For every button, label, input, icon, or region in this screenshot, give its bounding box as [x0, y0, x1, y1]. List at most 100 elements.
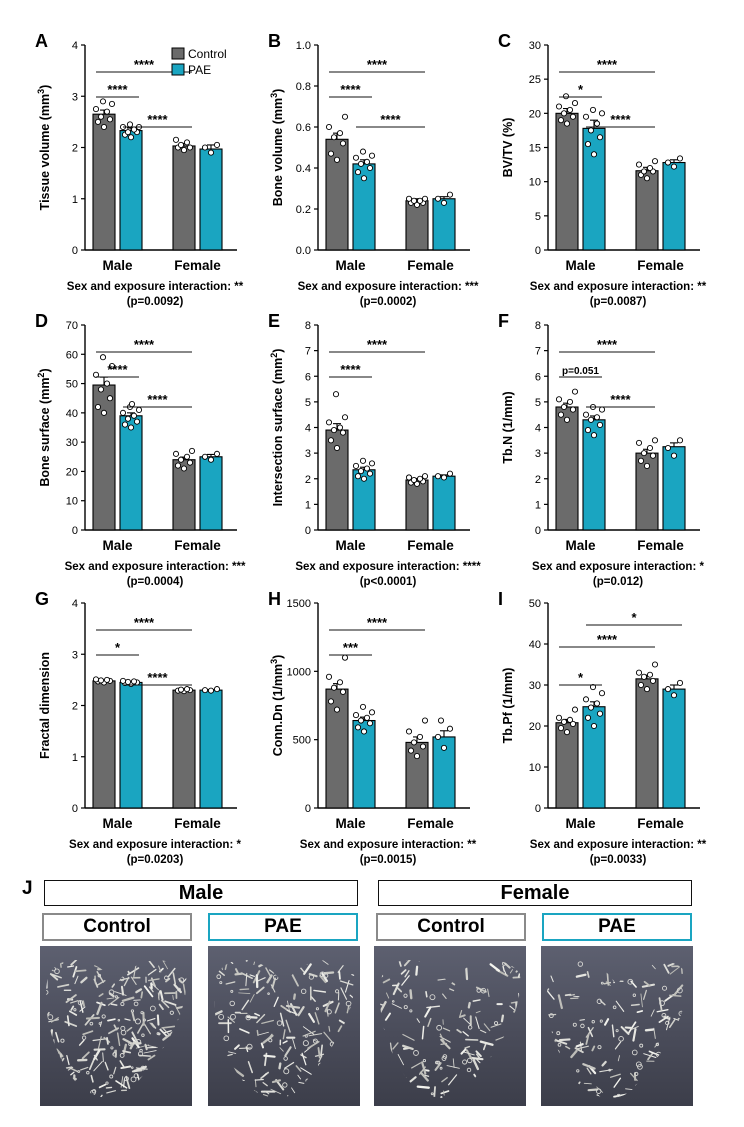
- significance-label: ****: [597, 57, 618, 72]
- data-point: [407, 747, 415, 754]
- interaction-pvalue: (p=0.0092): [127, 296, 184, 308]
- x-tick-label-female: Female: [637, 816, 684, 831]
- data-point: [103, 108, 111, 115]
- legend-label-pae: PAE: [188, 63, 211, 77]
- data-point: [419, 743, 427, 750]
- data-point: [357, 717, 365, 724]
- data-point: [584, 714, 592, 721]
- data-point: [188, 447, 196, 454]
- y-tick-label: 30: [66, 437, 78, 449]
- data-point: [354, 473, 362, 480]
- chart-panel-A: A 0 1 2 3 4 Tissue volume (mm3) Male Female **** *…: [35, 31, 244, 308]
- interaction-pvalue: (p=0.0004): [127, 576, 184, 588]
- data-point: [643, 175, 651, 182]
- legend: Control PAE: [171, 47, 227, 77]
- data-point: [413, 201, 421, 208]
- data-point: [413, 753, 421, 760]
- y-tick-label: 30: [529, 680, 541, 692]
- data-point: [103, 380, 111, 387]
- y-tick-label: 0.4: [296, 163, 311, 175]
- significance-label: ****: [147, 670, 168, 685]
- data-point: [97, 386, 105, 393]
- data-point: [446, 725, 454, 732]
- data-point: [354, 169, 362, 176]
- data-point: [339, 688, 347, 695]
- x-tick-label-male: Male: [335, 538, 366, 553]
- data-point: [128, 401, 136, 408]
- data-point: [421, 195, 429, 202]
- data-point: [121, 421, 129, 428]
- interaction-pvalue: (p=0.0015): [360, 854, 417, 866]
- data-point: [183, 453, 191, 460]
- significance-label: ****: [340, 82, 361, 97]
- data-point: [405, 195, 413, 202]
- data-point: [440, 199, 448, 206]
- significance-label: *: [578, 670, 584, 685]
- data-point: [180, 465, 188, 472]
- y-tick-label: 40: [529, 639, 541, 651]
- y-tick-label: 0: [535, 803, 541, 815]
- data-point: [127, 424, 135, 431]
- panel-label-C: C: [498, 31, 511, 51]
- data-point: [593, 414, 601, 421]
- data-point: [352, 712, 360, 719]
- data-point: [341, 414, 349, 421]
- y-tick-label: 5: [535, 397, 541, 409]
- data-point: [366, 720, 374, 727]
- y-tick-label: 1: [72, 752, 78, 764]
- data-point: [341, 654, 349, 661]
- y-tick-label: 3: [72, 91, 78, 103]
- data-point: [207, 456, 215, 463]
- interaction-label: Sex and exposure interaction: *: [69, 839, 241, 851]
- data-point: [357, 160, 365, 167]
- data-point: [596, 710, 604, 717]
- data-point: [421, 717, 429, 724]
- data-point: [598, 690, 606, 697]
- chart-panel-H: H 0 500 1000 1500 Conn.Dn (1/mm3) Male Female **…: [268, 589, 477, 866]
- bar-pae-female: [199, 689, 223, 809]
- data-point: [92, 106, 100, 113]
- panel-label-B: B: [268, 31, 281, 51]
- panel-label-F: F: [498, 311, 509, 331]
- data-point: [363, 158, 371, 165]
- data-point: [201, 144, 209, 151]
- significance-label: ***: [343, 640, 359, 655]
- data-point: [555, 714, 563, 721]
- significance-label: ****: [367, 57, 388, 72]
- y-tick-label: 4: [305, 423, 311, 435]
- data-point: [359, 703, 367, 710]
- data-point: [183, 139, 191, 146]
- interaction-label: Sex and exposure interaction: *: [532, 561, 704, 573]
- x-tick-label-male: Male: [102, 816, 133, 831]
- y-tick-label: 1500: [287, 598, 311, 610]
- microct-render-female-pae: [541, 946, 693, 1106]
- data-point: [571, 388, 579, 395]
- x-tick-label-male: Male: [565, 816, 596, 831]
- data-point: [130, 678, 138, 685]
- data-point: [593, 700, 601, 707]
- data-point: [410, 739, 418, 746]
- data-point: [352, 462, 360, 469]
- chart-panel-B: B 0.0 0.2 0.4 0.6 0.8 1.0 Bone volume (mm3) Male…: [268, 31, 479, 308]
- interaction-label: Sex and exposure interaction: **: [67, 281, 244, 293]
- data-point: [434, 195, 442, 202]
- panel-label-A: A: [35, 31, 48, 51]
- significance-label: ****: [107, 82, 128, 97]
- data-point: [333, 444, 341, 452]
- y-tick-label: 6: [535, 371, 541, 383]
- data-point: [598, 110, 606, 117]
- y-tick-label: 7: [535, 346, 541, 358]
- data-point: [670, 692, 678, 699]
- data-point: [325, 673, 333, 680]
- data-point: [635, 161, 643, 168]
- data-point: [640, 450, 648, 457]
- bar-control-female: [172, 145, 196, 251]
- y-tick-label: 1.0: [296, 40, 311, 52]
- y-tick-label: 5: [535, 211, 541, 223]
- data-point: [97, 677, 105, 684]
- data-point: [186, 144, 194, 151]
- data-point: [560, 718, 568, 725]
- y-tick-label: 20: [529, 108, 541, 120]
- data-point: [410, 476, 418, 484]
